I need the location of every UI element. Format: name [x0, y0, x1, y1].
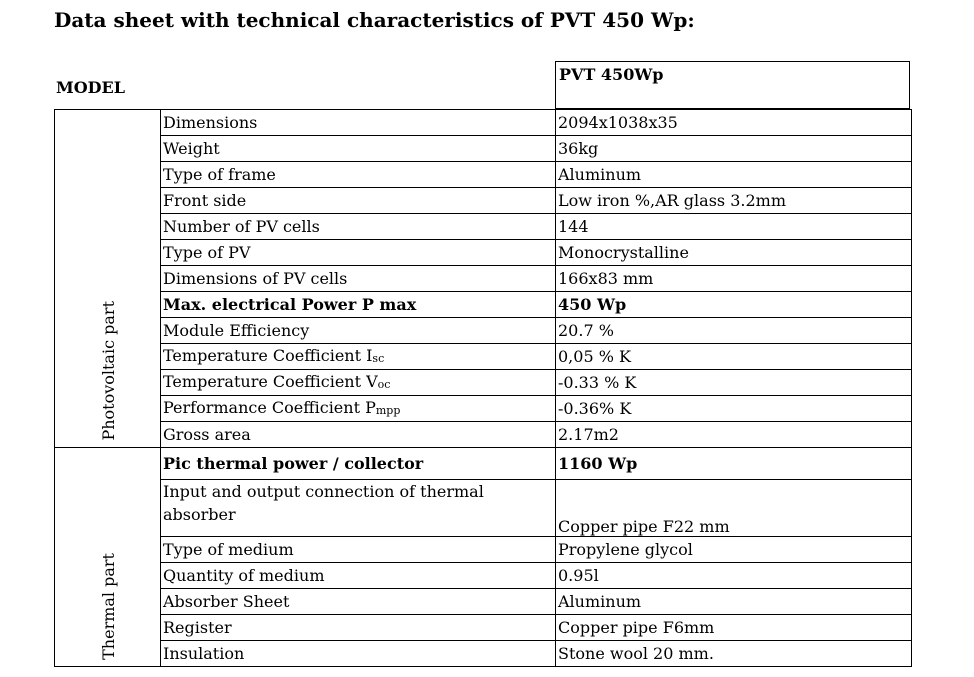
param-cell: Temperature Coefficient Isc: [160, 343, 556, 370]
param-subscript: sc: [372, 351, 385, 365]
value-cell: Stone wool 20 mm.: [555, 640, 912, 667]
value-cell: Monocrystalline: [555, 239, 912, 266]
value-cell: 1160 Wp: [555, 447, 912, 480]
section-label: Photovoltaic part: [99, 301, 118, 441]
param-text: Performance Coefficient P: [163, 397, 376, 417]
table-row: Quantity of medium 0.95l: [55, 562, 912, 589]
param-cell: Type of PV: [160, 239, 556, 266]
value-cell: 0,05 % K: [555, 343, 912, 370]
param-cell: Absorber Sheet: [160, 588, 556, 615]
value-cell: 166x83 mm: [555, 265, 912, 292]
table-row: Weight 36kg: [55, 135, 912, 162]
param-text: Temperature Coefficient I: [163, 345, 373, 365]
value-cell: Aluminum: [555, 161, 912, 188]
param-cell: Dimensions of PV cells: [160, 265, 556, 292]
param-cell: Type of frame: [160, 161, 556, 188]
table-row: Input and output connection of thermal a…: [55, 479, 912, 537]
spec-table: Photovoltaic part Dimensions 2094x1038x3…: [54, 109, 912, 667]
table-row: Dimensions of PV cells 166x83 mm: [55, 265, 912, 292]
value-cell: Copper pipe F6mm: [555, 614, 912, 641]
table-row: Temperature Coefficient Isc 0,05 % K: [55, 343, 912, 370]
value-cell: Copper pipe F22 mm: [555, 479, 912, 537]
param-cell: Pic thermal power / collector: [160, 447, 556, 480]
value-cell: 144: [555, 213, 912, 240]
param-cell: Performance Coefficient Pmpp: [160, 395, 556, 422]
param-cell: Temperature Coefficient Voc: [160, 369, 556, 396]
param-text: Temperature Coefficient V: [163, 371, 378, 391]
value-cell: 20.7 %: [555, 317, 912, 344]
table-row: Gross area 2.17m2: [55, 421, 912, 448]
value-cell: 2.17m2: [555, 421, 912, 448]
table-row: Performance Coefficient Pmpp -0.36% K: [55, 395, 912, 422]
value-cell: Propylene glycol: [555, 536, 912, 563]
param-cell: Weight: [160, 135, 556, 162]
param-cell: Number of PV cells: [160, 213, 556, 240]
value-cell: -0.36% K: [555, 395, 912, 422]
table-row: Type of PV Monocrystalline: [55, 239, 912, 266]
page-title: Data sheet with technical characteristic…: [54, 8, 695, 32]
table-row: Absorber Sheet Aluminum: [55, 588, 912, 615]
table-row: Photovoltaic part Dimensions 2094x1038x3…: [54, 109, 912, 448]
section-label: Thermal part: [99, 553, 118, 660]
value-cell: Low iron %,AR glass 3.2mm: [555, 187, 912, 214]
table-row: Module Efficiency 20.7 %: [55, 317, 912, 344]
param-cell: Max. electrical Power P max: [160, 291, 556, 318]
param-cell: Input and output connection of thermal a…: [160, 479, 556, 537]
value-cell: 2094x1038x35: [555, 109, 912, 136]
table-row: Temperature Coefficient Voc -0.33 % K: [55, 369, 912, 396]
param-cell: Gross area: [160, 421, 556, 448]
table-row: Type of frame Aluminum: [55, 161, 912, 188]
table-row: Register Copper pipe F6mm: [55, 614, 912, 641]
param-cell: Dimensions: [160, 109, 556, 136]
section-photovoltaic: Photovoltaic part: [54, 109, 161, 448]
value-cell: Aluminum: [555, 588, 912, 615]
model-value: PVT 450Wp: [559, 65, 664, 84]
param-cell: Quantity of medium: [160, 562, 556, 589]
param-cell: Front side: [160, 187, 556, 214]
model-label: MODEL: [56, 78, 125, 97]
value-cell: 450 Wp: [555, 291, 912, 318]
table-row: Max. electrical Power P max 450 Wp: [55, 291, 912, 318]
table-row: Type of medium Propylene glycol: [55, 536, 912, 563]
param-subscript: mpp: [375, 403, 401, 417]
table-row: Front side Low iron %,AR glass 3.2mm: [55, 187, 912, 214]
param-subscript: oc: [377, 377, 391, 391]
model-header-cell: PVT 450Wp: [555, 61, 910, 109]
param-cell: Insulation: [160, 640, 556, 667]
table-row: Thermal part Pic thermal power / collect…: [54, 447, 912, 667]
param-cell: Module Efficiency: [160, 317, 556, 344]
value-cell: 0.95l: [555, 562, 912, 589]
table-row: Number of PV cells 144: [55, 213, 912, 240]
section-thermal: Thermal part: [54, 447, 161, 667]
table-row: Insulation Stone wool 20 mm.: [55, 640, 912, 667]
param-cell: Type of medium: [160, 536, 556, 563]
param-cell: Register: [160, 614, 556, 641]
value-cell: -0.33 % K: [555, 369, 912, 396]
value-cell: 36kg: [555, 135, 912, 162]
